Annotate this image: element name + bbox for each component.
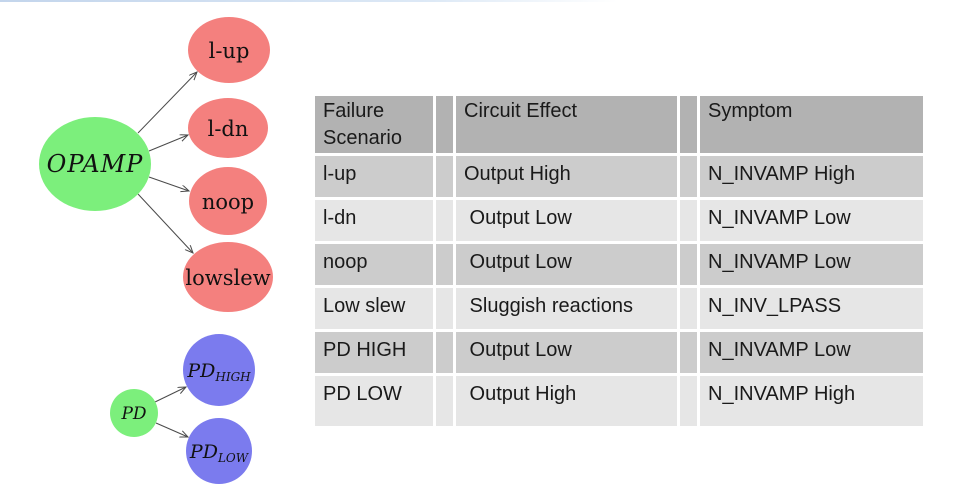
- failure-tree-diagram: OPAMP l-up l-dn noop lowslew PD PDHIGH: [39, 17, 273, 484]
- table-spacer-cell: [436, 200, 453, 241]
- edge-opamp-ldn: [148, 135, 188, 152]
- table-cell-symptom: N_INVAMP High: [700, 376, 923, 426]
- node-pd-low: PDLOW: [186, 418, 252, 484]
- node-noop: noop: [189, 167, 267, 235]
- table-header-symptom: Symptom: [700, 96, 923, 153]
- table-cell-symptom: N_INV_LPASS: [700, 288, 923, 329]
- table-cell-effect: Output Low: [456, 244, 677, 285]
- table-spacer-cell: [436, 376, 453, 426]
- table-spacer-cell: [436, 288, 453, 329]
- table-cell-scenario: l-up: [315, 156, 433, 197]
- table-header-circuit-effect: Circuit Effect: [456, 96, 677, 153]
- table-cell-scenario: Low slew: [315, 288, 433, 329]
- table-cell-scenario: l-dn: [315, 200, 433, 241]
- table-cell-symptom: N_INVAMP High: [700, 156, 923, 197]
- node-opamp: OPAMP: [39, 117, 151, 211]
- node-pd-low-label: PDLOW: [189, 441, 250, 465]
- table-spacer-cell: [680, 376, 697, 426]
- table-spacer-cell: [680, 156, 697, 197]
- table-cell-symptom: N_INVAMP Low: [700, 332, 923, 373]
- node-l-up: l-up: [188, 17, 270, 83]
- table-header-spacer-1: [436, 96, 453, 153]
- slide-top-edge-line: [0, 0, 618, 2]
- node-l-up-label: l-up: [209, 39, 250, 63]
- node-lowslew-label: lowslew: [185, 266, 270, 290]
- table-cell-effect: Output High: [456, 156, 677, 197]
- edge-opamp-lup: [137, 72, 197, 134]
- table-spacer-cell: [680, 200, 697, 241]
- table-cell-scenario: PD HIGH: [315, 332, 433, 373]
- node-opamp-label: OPAMP: [47, 150, 144, 178]
- table-cell-effect: Output High: [456, 376, 677, 426]
- table-spacer-cell: [680, 332, 697, 373]
- diagram-edges: [137, 72, 197, 437]
- node-pd-high-label: PDHIGH: [186, 360, 251, 384]
- edge-opamp-lowslew: [137, 193, 193, 253]
- node-lowslew: lowslew: [183, 242, 273, 312]
- table-spacer-cell: [436, 332, 453, 373]
- failure-scenario-table: Failure Scenario Circuit Effect Symptom …: [315, 96, 923, 426]
- node-pd: PD: [110, 389, 158, 437]
- edge-opamp-noop: [148, 176, 189, 191]
- table-cell-effect: Output Low: [456, 200, 677, 241]
- table-spacer-cell: [680, 244, 697, 285]
- table-header-failure-scenario: Failure Scenario: [315, 96, 433, 153]
- table-cell-scenario: noop: [315, 244, 433, 285]
- table-cell-symptom: N_INVAMP Low: [700, 200, 923, 241]
- table-header-spacer-2: [680, 96, 697, 153]
- table-spacer-cell: [436, 156, 453, 197]
- node-pd-label: PD: [120, 404, 146, 424]
- table-cell-symptom: N_INVAMP Low: [700, 244, 923, 285]
- table-spacer-cell: [436, 244, 453, 285]
- table-spacer-cell: [680, 288, 697, 329]
- node-noop-label: noop: [202, 190, 254, 214]
- node-l-dn-label: l-dn: [208, 117, 249, 141]
- table-cell-scenario: PD LOW: [315, 376, 433, 426]
- node-pd-high: PDHIGH: [183, 334, 255, 406]
- table-cell-effect: Sluggish reactions: [456, 288, 677, 329]
- edge-pd-pdhigh: [154, 387, 186, 403]
- table-cell-effect: Output Low: [456, 332, 677, 373]
- edge-pd-pdlow: [155, 422, 188, 437]
- node-l-dn: l-dn: [188, 98, 268, 158]
